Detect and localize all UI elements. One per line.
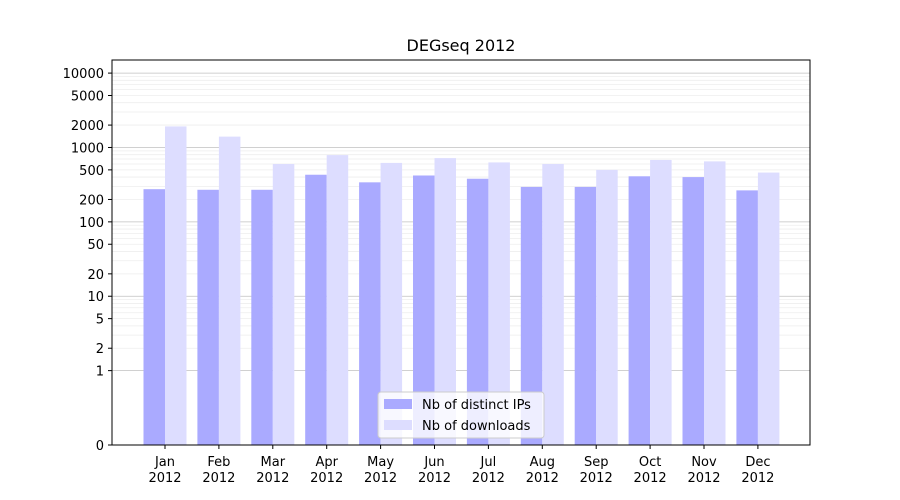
x-tick-label-year: 2012 [256, 471, 289, 486]
y-tick-label: 500 [79, 164, 104, 179]
bar-distinct-ips [359, 182, 381, 445]
bar-distinct-ips [413, 175, 435, 445]
bar-distinct-ips [736, 190, 758, 445]
y-tick-label: 1000 [71, 141, 104, 156]
x-tick-label-year: 2012 [310, 471, 343, 486]
x-tick-label-year: 2012 [472, 471, 505, 486]
legend-label: Nb of distinct IPs [422, 398, 531, 413]
bar-distinct-ips [197, 189, 219, 445]
x-tick-label-year: 2012 [741, 471, 774, 486]
x-tick-label-year: 2012 [148, 471, 181, 486]
x-tick-label-year: 2012 [580, 471, 613, 486]
x-tick-label-year: 2012 [687, 471, 720, 486]
y-tick-label: 1 [96, 365, 104, 380]
y-tick-label: 10 [87, 290, 104, 305]
plot-frame [111, 59, 811, 446]
bar-downloads [326, 155, 349, 445]
legend-swatch [384, 399, 412, 409]
bar-distinct-ips [574, 186, 597, 445]
x-tick-label-year: 2012 [364, 471, 397, 486]
y-tick-label: 2 [96, 342, 104, 357]
bar-downloads [757, 172, 780, 445]
x-tick-label-month: Mar [261, 455, 286, 470]
bar-downloads [650, 159, 672, 445]
x-tick-label-year: 2012 [634, 471, 667, 486]
bars [143, 126, 780, 446]
legend-box [377, 391, 545, 439]
bar-distinct-ips [466, 178, 489, 446]
x-tick-label-year: 2012 [418, 471, 451, 486]
x-tick-label-month: Jun [423, 455, 444, 470]
y-tick-label: 50 [87, 238, 104, 253]
x-tick-label-month: Dec [745, 455, 770, 470]
bar-distinct-ips [143, 189, 165, 445]
legend: Nb of distinct IPs Nb of downloads [377, 391, 545, 439]
bar-downloads [272, 163, 295, 445]
bar-distinct-ips [251, 189, 273, 445]
bar-downloads [380, 162, 403, 445]
x-tick-label-month: Sep [584, 455, 609, 470]
bar-distinct-ips [628, 176, 651, 445]
x-tick-label-month: Nov [691, 455, 717, 470]
bar-distinct-ips [682, 177, 704, 445]
x-tick-label-month: Oct [639, 455, 661, 470]
legend-label: Nb of downloads [422, 419, 531, 434]
x-tick-label-month: Jan [154, 455, 175, 470]
x-tick-label-month: Jul [480, 455, 497, 470]
x-tick-label-month: May [367, 455, 394, 470]
bar-downloads [434, 158, 456, 445]
bar-distinct-ips [305, 174, 327, 446]
bar-downloads [542, 163, 564, 445]
x-tick-label-month: Feb [207, 455, 230, 470]
x-axis: Jan2012Feb2012Mar2012Apr2012May2012Jun20… [148, 445, 774, 486]
y-axis: 0 1 2 5 10 20 50 100 200 500 1000 2000 5000 10000 [63, 67, 112, 454]
x-tick-label-month: Aug [530, 455, 555, 470]
y-tick-label: 0 [96, 439, 104, 454]
bar-downloads [488, 162, 510, 446]
chart-title: DEGseq 2012 [407, 36, 516, 55]
bar-downloads [704, 161, 726, 445]
y-tick-label: 2000 [71, 119, 104, 134]
legend-swatch [384, 420, 412, 430]
y-tick-label: 200 [79, 193, 104, 208]
bar-downloads [218, 136, 241, 445]
x-tick-label-year: 2012 [526, 471, 559, 486]
y-tick-label: 20 [87, 268, 104, 283]
y-tick-label: 5000 [71, 89, 104, 104]
x-tick-label-year: 2012 [202, 471, 235, 486]
bar-downloads [596, 169, 618, 445]
y-tick-label: 10000 [63, 67, 104, 82]
y-tick-label: 100 [79, 216, 104, 231]
bar-downloads [165, 126, 187, 445]
bar-distinct-ips [520, 186, 543, 445]
x-tick-label-month: Apr [315, 455, 338, 470]
y-tick-label: 5 [96, 313, 104, 328]
